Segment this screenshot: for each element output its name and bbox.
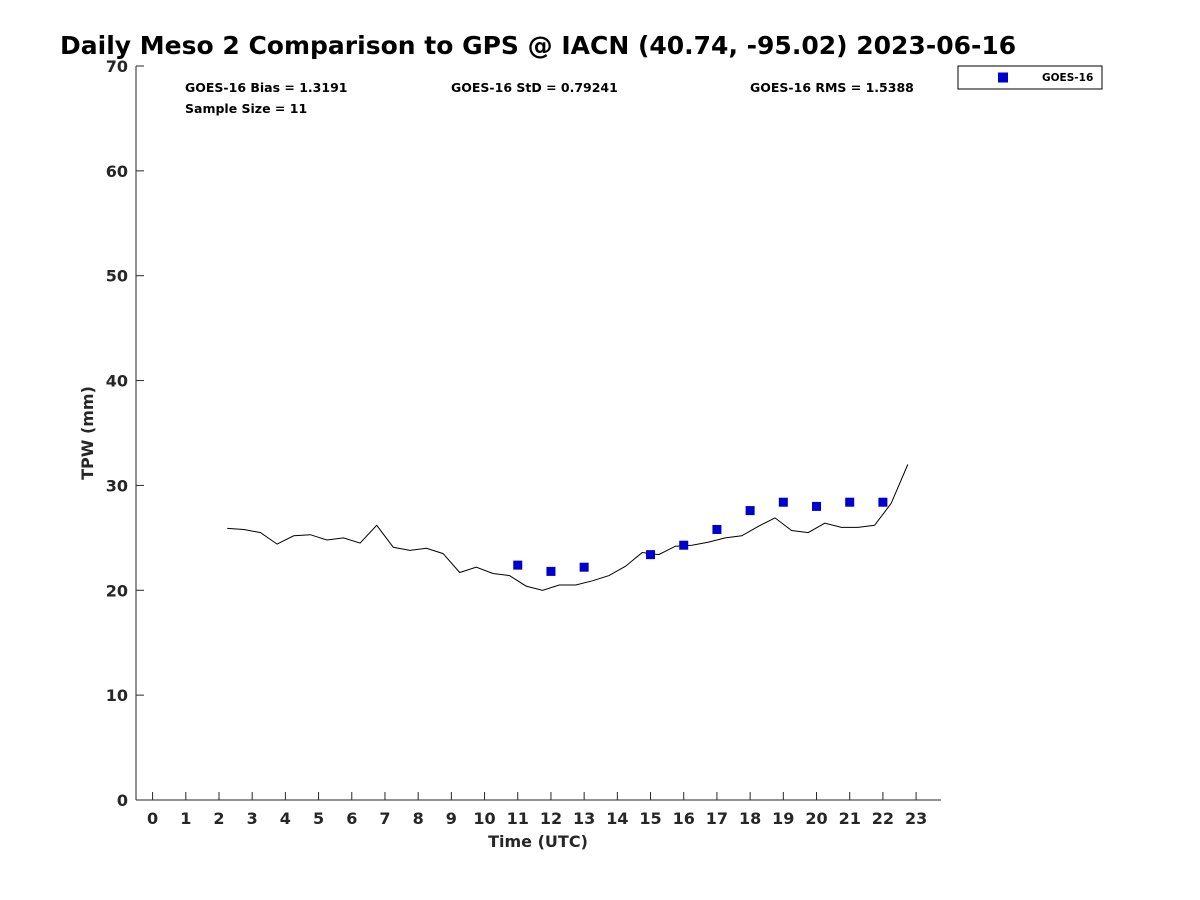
y-axis-label: TPW (mm) — [78, 386, 97, 480]
x-tick-label: 16 — [673, 809, 695, 828]
x-tick-label: 6 — [346, 809, 357, 828]
x-tick-label: 19 — [772, 809, 794, 828]
x-tick-label: 12 — [540, 809, 562, 828]
stat-sample-size: Sample Size = 11 — [185, 101, 307, 116]
y-tick-label: 70 — [106, 57, 128, 76]
x-tick-label: 2 — [213, 809, 224, 828]
goes16-point — [646, 550, 656, 560]
stat-rms: GOES-16 RMS = 1.5388 — [750, 80, 914, 95]
legend-marker-goes16 — [998, 72, 1008, 83]
x-tick-label: 15 — [639, 809, 661, 828]
legend: GOES-16 — [957, 65, 1103, 90]
goes16-point — [745, 506, 755, 516]
x-tick-label: 11 — [507, 809, 529, 828]
goes16-point — [712, 524, 722, 534]
goes16-point — [845, 497, 855, 507]
y-tick-label: 10 — [106, 686, 128, 705]
y-tick-label: 0 — [117, 791, 128, 810]
axes — [135, 66, 941, 801]
goes16-point — [513, 560, 523, 570]
x-tick-label: 5 — [313, 809, 324, 828]
x-tick-label: 0 — [147, 809, 158, 828]
gps-line-path — [227, 464, 909, 591]
goes16-point — [878, 497, 888, 507]
x-tick-label: 8 — [413, 809, 424, 828]
x-tick-label: 22 — [872, 809, 894, 828]
x-tick-label: 7 — [379, 809, 390, 828]
x-axis-label: Time (UTC) — [488, 832, 588, 851]
x-tick-label: 17 — [706, 809, 728, 828]
y-tick-label: 40 — [106, 372, 128, 391]
x-tick-label: 14 — [606, 809, 628, 828]
x-tick-label: 1 — [180, 809, 191, 828]
y-tick-label: 20 — [106, 581, 128, 600]
gps-line — [227, 464, 909, 591]
y-tick-label: 60 — [106, 162, 128, 181]
y-tick-label: 30 — [106, 476, 128, 495]
y-tick-label: 50 — [106, 267, 128, 286]
goes16-point — [812, 501, 822, 511]
ticks: 0 1 2 3 4 5 6 7 8 9 10 11 12 13 14 15 16 17 18 19 20 21 22 2301… — [106, 57, 928, 828]
goes16-point — [778, 497, 788, 507]
goes16-point — [546, 566, 556, 576]
stat-bias: GOES-16 Bias = 1.3191 — [185, 80, 347, 95]
x-tick-label: 3 — [247, 809, 258, 828]
chart-title: Daily Meso 2 Comparison to GPS @ IACN (4… — [60, 31, 1016, 60]
x-tick-label: 21 — [839, 809, 861, 828]
x-tick-label: 13 — [573, 809, 595, 828]
x-tick-label: 10 — [473, 809, 495, 828]
legend-box — [957, 65, 1103, 90]
x-tick-label: 9 — [446, 809, 457, 828]
goes16-point — [679, 540, 689, 550]
goes16-point — [579, 562, 589, 572]
x-tick-label: 20 — [805, 809, 827, 828]
stat-std: GOES-16 StD = 0.79241 — [451, 80, 618, 95]
x-tick-label: 4 — [280, 809, 291, 828]
x-tick-label: 18 — [739, 809, 761, 828]
legend-label-goes16: GOES-16 — [1042, 72, 1093, 84]
x-tick-label: 23 — [905, 809, 927, 828]
goes16-points — [513, 497, 888, 576]
